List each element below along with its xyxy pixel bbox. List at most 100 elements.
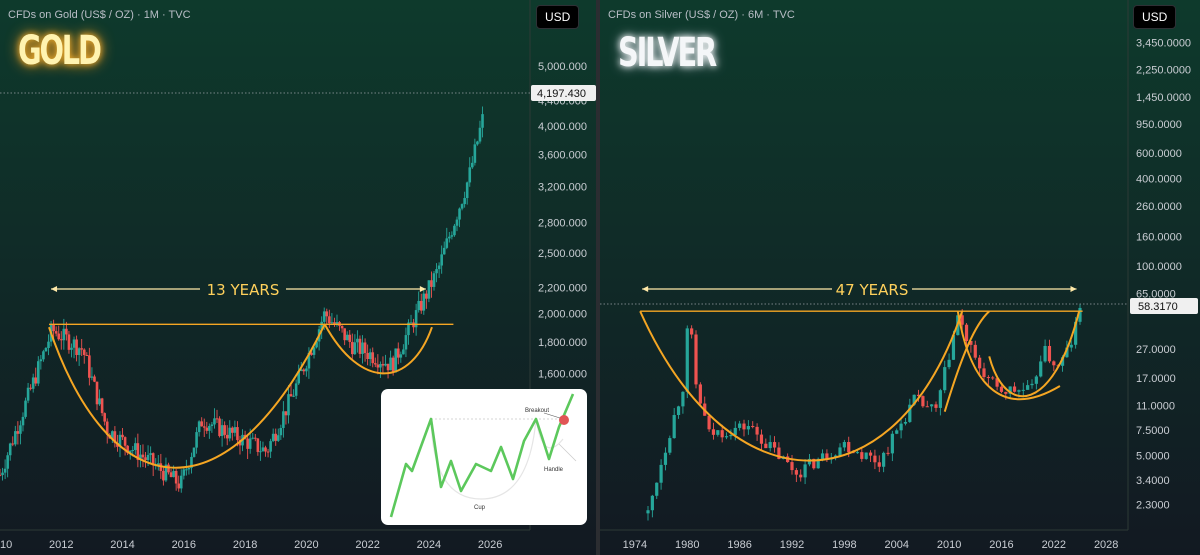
gold-candle bbox=[59, 339, 63, 341]
gold-candle bbox=[225, 434, 229, 439]
silver-candle bbox=[934, 404, 938, 408]
gold-xtick-label: 2012 bbox=[49, 539, 73, 551]
silver-candle bbox=[903, 421, 908, 424]
gold-candle bbox=[391, 357, 395, 373]
inset-handle-label: Handle bbox=[544, 467, 564, 473]
silver-chart-panel: 3,450.0000 2,250.0000 1,450.0000 950.0000 60… bbox=[600, 0, 1200, 555]
silver-candle bbox=[646, 510, 650, 514]
gold-candle bbox=[333, 322, 336, 325]
gold-candle bbox=[389, 357, 392, 371]
gold-candle bbox=[274, 433, 278, 441]
silver-candle bbox=[655, 482, 659, 496]
gold-candle bbox=[131, 450, 135, 452]
silver-candle bbox=[899, 423, 903, 431]
gold-candle bbox=[179, 475, 183, 489]
gold-chart: 5,000.0004,400.0004,000.0003,600.0003,20… bbox=[0, 0, 596, 555]
gold-candle bbox=[379, 364, 382, 368]
gold-candle bbox=[481, 114, 484, 128]
silver-candle bbox=[816, 458, 820, 469]
gold-candle bbox=[164, 464, 168, 481]
gold-candle bbox=[376, 364, 380, 368]
gold-candle bbox=[100, 398, 104, 414]
gold-candle bbox=[417, 300, 420, 311]
silver-currency-button[interactable]: USD bbox=[1133, 5, 1177, 29]
silver-span-label: 47 YEARS bbox=[836, 281, 909, 299]
silver-candle bbox=[1039, 361, 1043, 377]
gold-candle bbox=[126, 445, 129, 454]
gold-xtick-label: 2022 bbox=[355, 539, 379, 551]
inset-breakout-dot bbox=[559, 415, 569, 425]
gold-candle bbox=[279, 427, 283, 436]
gold-candle bbox=[19, 425, 22, 434]
silver-xtick-label: 2016 bbox=[989, 539, 1013, 551]
silver-xtick-label: 1992 bbox=[780, 539, 804, 551]
gold-candle bbox=[167, 464, 170, 473]
gold-candle bbox=[310, 352, 313, 355]
gold-candle bbox=[82, 349, 86, 356]
gold-ytick-label: 4,000.000 bbox=[538, 121, 587, 133]
silver-candle bbox=[1034, 376, 1038, 384]
gold-candle bbox=[302, 369, 306, 372]
gold-candle bbox=[36, 361, 40, 384]
gold-candle bbox=[276, 435, 280, 441]
gold-candle bbox=[259, 451, 262, 453]
gold-candle bbox=[105, 421, 109, 435]
silver-ytick-label: 160.0000 bbox=[1136, 231, 1182, 243]
silver-candle bbox=[668, 438, 672, 453]
silver-candle bbox=[790, 462, 794, 471]
gold-candle bbox=[139, 454, 142, 460]
gold-candle bbox=[144, 457, 147, 461]
gold-candle bbox=[44, 348, 48, 352]
silver-ytick-label: 5.0000 bbox=[1136, 450, 1170, 462]
gold-candle bbox=[77, 348, 81, 356]
silver-span-arrowhead-right bbox=[1070, 286, 1077, 292]
silver-candle bbox=[820, 453, 825, 459]
silver-candle bbox=[925, 406, 929, 408]
gold-last-price-text: 4,197.430 bbox=[537, 88, 586, 100]
gold-ytick-label: 5,000.000 bbox=[538, 61, 587, 73]
silver-candle bbox=[738, 423, 742, 428]
silver-xtick-label: 1986 bbox=[727, 539, 751, 551]
silver-span-arrowhead-left bbox=[642, 286, 649, 292]
gold-candle bbox=[419, 300, 423, 311]
gold-candle bbox=[271, 433, 275, 442]
gold-candle bbox=[386, 363, 390, 371]
silver-last-price-tag bbox=[1130, 298, 1198, 314]
silver-candle bbox=[842, 442, 846, 448]
silver-ytick-label: 3,450.0000 bbox=[1136, 37, 1191, 49]
gold-span-arrowhead-left bbox=[51, 286, 58, 292]
gold-candle bbox=[85, 355, 89, 357]
gold-candle bbox=[174, 470, 178, 484]
gold-candle bbox=[394, 348, 398, 373]
gold-candle bbox=[169, 472, 173, 478]
gold-candle bbox=[299, 369, 303, 372]
silver-candle bbox=[742, 423, 746, 430]
gold-candle bbox=[422, 293, 426, 311]
gold-candle bbox=[345, 334, 349, 341]
silver-candle bbox=[751, 426, 755, 428]
gold-xtick-label: 2010 bbox=[0, 539, 12, 551]
gold-candle bbox=[228, 427, 232, 439]
gold-ytick-label: 3,200.000 bbox=[538, 181, 587, 193]
gold-big-label: GOLD bbox=[18, 28, 102, 74]
gold-ytick-label: 2,000.000 bbox=[538, 308, 587, 320]
gold-candle bbox=[251, 437, 255, 439]
silver-candle bbox=[1047, 345, 1052, 362]
gold-candle bbox=[335, 322, 339, 325]
gold-candle bbox=[328, 316, 331, 324]
silver-candle bbox=[807, 458, 812, 465]
silver-candle bbox=[951, 335, 956, 360]
panel-divider bbox=[596, 0, 600, 555]
gold-candle bbox=[95, 381, 99, 405]
silver-candle bbox=[1030, 383, 1034, 386]
silver-candle bbox=[1004, 391, 1008, 394]
gold-candle bbox=[292, 395, 295, 397]
gold-candle bbox=[80, 348, 83, 350]
gold-candle bbox=[435, 269, 438, 274]
inset-handle-arrow bbox=[558, 443, 577, 462]
gold-span-arrowhead-right bbox=[419, 286, 426, 292]
silver-chart-background bbox=[600, 0, 1200, 555]
gold-currency-button[interactable]: USD bbox=[536, 5, 580, 29]
gold-ytick-label: 2,500.000 bbox=[538, 248, 587, 260]
gold-candle bbox=[343, 328, 346, 341]
